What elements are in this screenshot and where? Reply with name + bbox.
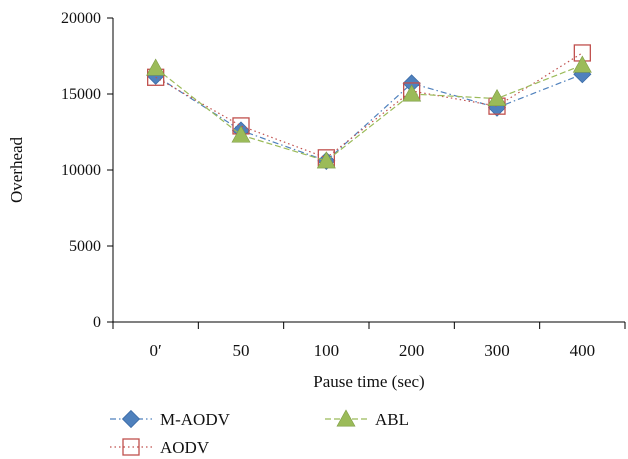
series-line xyxy=(155,52,583,159)
x-tick-label: 0′ xyxy=(150,341,162,360)
series-m-aodv xyxy=(146,65,592,170)
data-point-marker xyxy=(572,55,592,73)
legend-label: M-AODV xyxy=(160,410,231,429)
x-axis-ticks: 0′ 50 100 200 300 400 xyxy=(112,322,626,360)
legend-marker xyxy=(122,438,140,456)
legend: M-AODV AODV ABL xyxy=(110,409,409,457)
legend-marker xyxy=(336,409,356,427)
legend-label: ABL xyxy=(375,410,409,429)
y-axis-ticks: 0 5000 10000 15000 20000 xyxy=(61,10,113,331)
y-tick-label: 0 xyxy=(93,314,101,331)
y-tick-label: 15000 xyxy=(61,86,101,103)
legend-item-aodv: AODV xyxy=(110,438,210,457)
series-abl xyxy=(146,55,592,169)
x-tick-label: 400 xyxy=(570,341,596,360)
series-layer xyxy=(146,44,592,170)
legend-item-m-aodv: M-AODV xyxy=(110,409,231,429)
x-tick-label: 200 xyxy=(399,341,425,360)
chart-axes: 0 5000 10000 15000 20000 0′ 50 100 200 300 400 xyxy=(61,10,626,360)
data-point-marker xyxy=(402,84,422,102)
legend-label: AODV xyxy=(160,438,210,457)
y-tick-label: 5000 xyxy=(69,238,101,255)
series-aodv xyxy=(147,44,591,167)
legend-item-abl: ABL xyxy=(325,409,409,429)
y-tick-label: 20000 xyxy=(61,10,101,27)
data-point-marker xyxy=(231,125,251,143)
data-point-marker xyxy=(146,58,166,76)
x-tick-label: 100 xyxy=(314,341,340,360)
legend-marker xyxy=(121,409,141,429)
x-axis-title: Pause time (sec) xyxy=(313,372,424,391)
data-point-marker xyxy=(487,88,507,107)
series-line xyxy=(155,64,583,162)
series-line xyxy=(155,73,583,162)
x-tick-label: 50 xyxy=(233,341,250,360)
data-point-marker xyxy=(316,151,336,169)
y-tick-label: 10000 xyxy=(61,162,101,179)
x-tick-label: 300 xyxy=(484,341,510,360)
y-axis-title: Overhead xyxy=(7,136,26,203)
